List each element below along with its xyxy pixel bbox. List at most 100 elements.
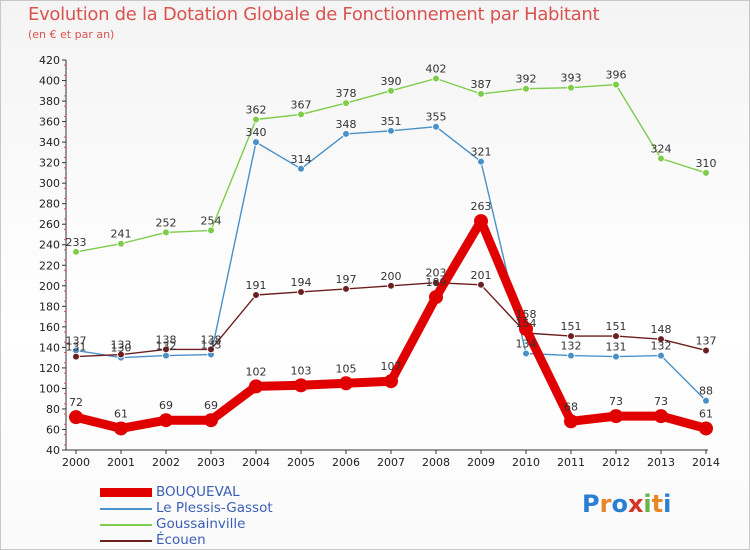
data-point-goussainville bbox=[702, 169, 710, 177]
data-label-bouqueval: 105 bbox=[336, 362, 357, 375]
data-point-le-plessis-gassot bbox=[612, 352, 620, 361]
chart-title: Evolution de la Dotation Globale de Fonc… bbox=[28, 4, 600, 25]
data-label-ecouen: 133 bbox=[111, 339, 132, 352]
data-label-bouqueval: 73 bbox=[609, 395, 623, 408]
legend-swatch bbox=[100, 540, 152, 542]
data-label-goussainville: 233 bbox=[66, 236, 87, 249]
data-label-bouqueval: 61 bbox=[699, 407, 713, 420]
data-label-le-plessis-gassot: 321 bbox=[471, 146, 492, 159]
x-tick-label: 2000 bbox=[62, 456, 90, 469]
data-label-le-plessis-gassot: 133 bbox=[201, 339, 222, 352]
chart-subtitle: (en € et par an) bbox=[28, 28, 115, 41]
data-point-goussainville bbox=[72, 248, 80, 256]
data-point-le-plessis-gassot bbox=[297, 164, 305, 173]
data-label-goussainville: 392 bbox=[516, 73, 537, 86]
data-point-le-plessis-gassot bbox=[522, 349, 530, 358]
data-label-ecouen: 200 bbox=[381, 270, 402, 283]
data-point-bouqueval bbox=[474, 214, 488, 229]
y-tick-label: 80 bbox=[46, 403, 60, 416]
data-point-le-plessis-gassot bbox=[567, 351, 575, 360]
data-label-le-plessis-gassot: 340 bbox=[246, 126, 267, 139]
x-tick-label: 2009 bbox=[467, 456, 495, 469]
data-label-ecouen: 138 bbox=[201, 333, 222, 346]
data-point-le-plessis-gassot bbox=[657, 351, 665, 360]
y-tick-label: 240 bbox=[39, 239, 60, 252]
data-label-ecouen: 131 bbox=[66, 341, 87, 354]
data-point-goussainville bbox=[342, 99, 350, 107]
x-tick-label: 2011 bbox=[557, 456, 585, 469]
data-label-bouqueval: 102 bbox=[246, 365, 267, 378]
data-label-bouqueval: 73 bbox=[654, 395, 668, 408]
data-point-ecouen bbox=[657, 335, 665, 343]
data-point-bouqueval bbox=[69, 410, 83, 425]
y-tick-label: 420 bbox=[39, 54, 60, 67]
y-tick-label: 40 bbox=[46, 444, 60, 457]
data-label-le-plessis-gassot: 134 bbox=[516, 338, 537, 351]
y-tick-label: 160 bbox=[39, 321, 60, 334]
data-label-goussainville: 393 bbox=[561, 72, 582, 85]
data-point-ecouen bbox=[252, 291, 260, 299]
data-label-le-plessis-gassot: 130 bbox=[111, 342, 132, 355]
data-point-goussainville bbox=[432, 74, 440, 83]
data-point-bouqueval bbox=[339, 376, 353, 391]
y-tick-label: 100 bbox=[39, 382, 60, 395]
data-label-ecouen: 148 bbox=[651, 323, 672, 336]
y-tick-label: 200 bbox=[39, 280, 60, 293]
y-tick-label: 180 bbox=[39, 300, 60, 313]
data-point-bouqueval bbox=[294, 378, 308, 393]
data-label-bouqueval: 263 bbox=[471, 200, 492, 213]
data-point-le-plessis-gassot bbox=[252, 138, 260, 146]
data-label-goussainville: 367 bbox=[291, 98, 312, 111]
data-point-bouqueval bbox=[159, 413, 173, 428]
data-point-goussainville bbox=[387, 86, 395, 95]
x-tick-label: 2007 bbox=[377, 456, 405, 469]
data-point-bouqueval bbox=[609, 409, 623, 424]
data-label-le-plessis-gassot: 88 bbox=[699, 385, 713, 398]
y-tick-label: 320 bbox=[39, 157, 60, 170]
logo-letter: i bbox=[663, 490, 672, 518]
data-point-bouqueval bbox=[249, 379, 263, 394]
legend-label: Le Plessis-Gassot bbox=[156, 500, 273, 516]
data-label-goussainville: 252 bbox=[156, 216, 177, 229]
x-tick-label: 2004 bbox=[242, 456, 270, 469]
data-label-le-plessis-gassot: 348 bbox=[336, 118, 357, 131]
data-label-ecouen: 151 bbox=[561, 320, 582, 333]
data-point-bouqueval bbox=[114, 421, 128, 436]
data-point-ecouen bbox=[162, 345, 170, 354]
y-tick-label: 340 bbox=[39, 136, 60, 149]
data-point-bouqueval bbox=[519, 321, 533, 336]
legend-label: Écouen bbox=[156, 532, 206, 548]
data-point-bouqueval bbox=[384, 374, 398, 389]
data-label-ecouen: 154 bbox=[516, 317, 537, 330]
logo-letter: t bbox=[651, 490, 664, 518]
y-tick-label: 380 bbox=[39, 95, 60, 108]
data-point-bouqueval bbox=[654, 409, 668, 424]
data-point-ecouen bbox=[342, 285, 350, 293]
data-label-bouqueval: 158 bbox=[516, 308, 537, 321]
data-label-le-plessis-gassot: 132 bbox=[156, 340, 177, 353]
data-point-ecouen bbox=[567, 332, 575, 340]
x-tick-label: 2005 bbox=[287, 456, 315, 469]
x-tick-label: 2003 bbox=[197, 456, 225, 469]
data-point-ecouen bbox=[297, 288, 305, 296]
data-label-goussainville: 390 bbox=[381, 75, 402, 88]
data-label-goussainville: 402 bbox=[426, 62, 447, 75]
data-point-goussainville bbox=[162, 228, 170, 237]
x-tick-label: 2006 bbox=[332, 456, 360, 469]
data-label-bouqueval: 189 bbox=[426, 276, 447, 289]
y-tick-label: 260 bbox=[39, 218, 60, 231]
data-point-goussainville bbox=[252, 115, 260, 124]
y-tick-label: 220 bbox=[39, 259, 60, 272]
data-label-ecouen: 151 bbox=[606, 320, 627, 333]
data-point-ecouen bbox=[207, 345, 215, 354]
data-point-ecouen bbox=[612, 332, 620, 340]
data-label-le-plessis-gassot: 137 bbox=[66, 334, 87, 347]
logo-letter: i bbox=[643, 490, 652, 518]
data-point-ecouen bbox=[702, 346, 710, 355]
data-label-le-plessis-gassot: 131 bbox=[606, 341, 627, 354]
y-tick-label: 280 bbox=[39, 198, 60, 211]
data-point-le-plessis-gassot bbox=[342, 130, 350, 138]
data-point-ecouen bbox=[477, 280, 485, 289]
